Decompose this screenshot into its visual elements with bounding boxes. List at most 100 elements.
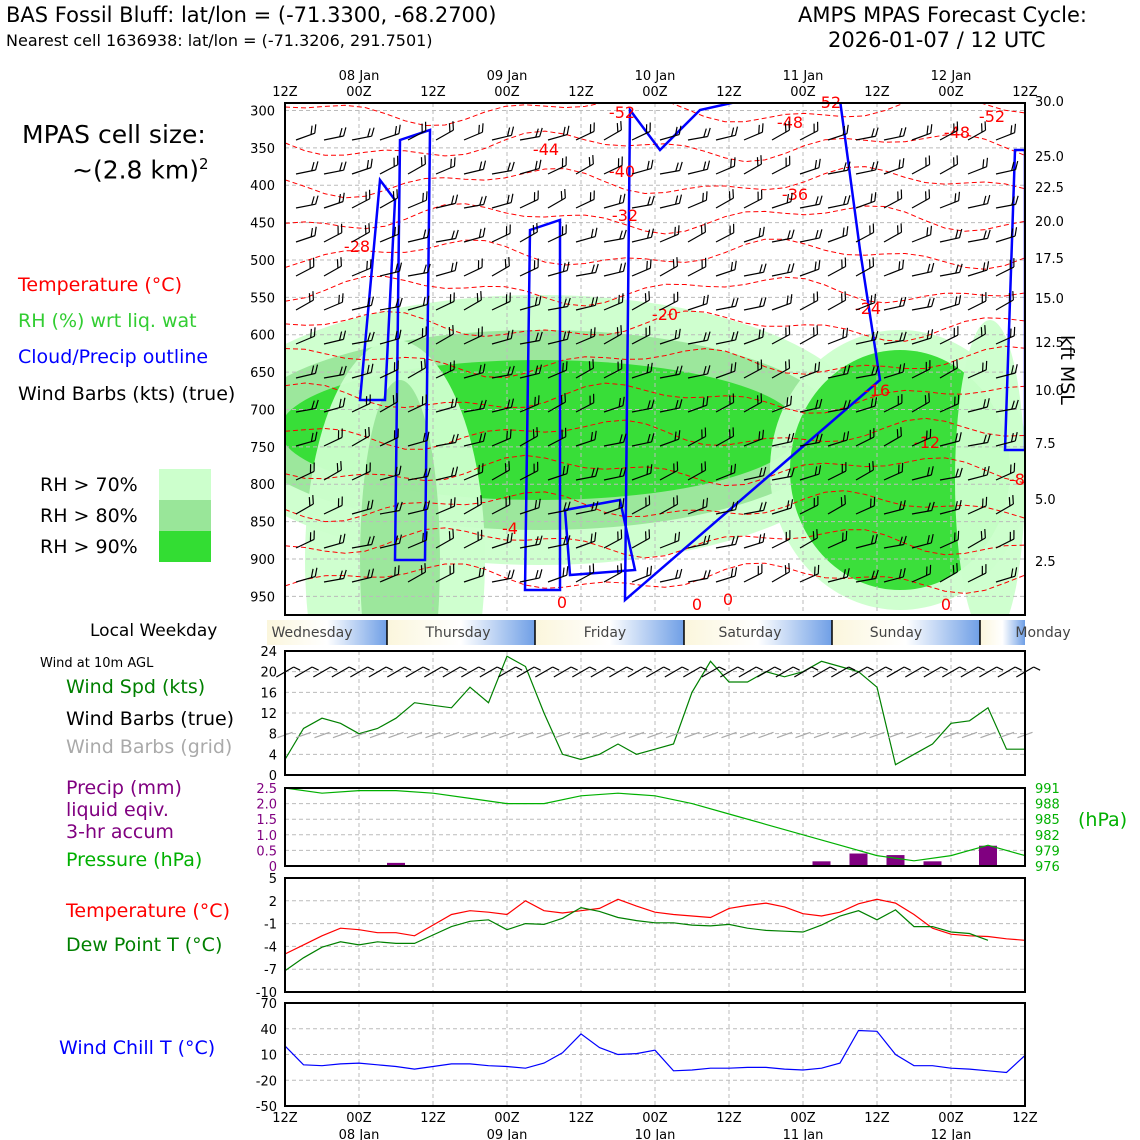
wind-barb bbox=[743, 328, 765, 345]
wind-barb-flag bbox=[477, 328, 480, 338]
surface-barb-flag bbox=[940, 666, 948, 671]
wind-barb-staff bbox=[407, 163, 426, 175]
surface-barb-true bbox=[461, 666, 486, 678]
wind-barb-flag bbox=[819, 433, 823, 443]
wind-barb bbox=[659, 291, 679, 311]
surface-barb-grid bbox=[406, 731, 423, 739]
wind-barb bbox=[771, 325, 791, 345]
bottom-time-tick: 00Z bbox=[494, 1111, 520, 1126]
precip-tick-label: 2.5 bbox=[256, 782, 277, 797]
wind-barb-staff bbox=[323, 265, 342, 277]
wind-barb bbox=[799, 325, 819, 345]
wind-barb-flag bbox=[506, 330, 510, 340]
wind-barb-flag bbox=[482, 160, 487, 170]
surface-barb-staff bbox=[609, 666, 627, 678]
wind-barb-flag bbox=[476, 293, 479, 303]
wind-barb-flag bbox=[452, 529, 454, 539]
wind-barb bbox=[687, 331, 711, 345]
wind-barb bbox=[827, 226, 849, 243]
wind-barb-flag bbox=[646, 567, 649, 577]
wind-barb-flag bbox=[397, 225, 400, 235]
wind-barb-flag bbox=[426, 295, 430, 305]
weekday-label: Wednesday bbox=[271, 625, 352, 641]
wind-barb-flag bbox=[339, 366, 343, 376]
wind-barb-staff bbox=[575, 271, 596, 277]
wind-barb-flag bbox=[537, 258, 539, 268]
wind-barb bbox=[659, 495, 679, 515]
wind-barb-flag bbox=[1010, 568, 1014, 578]
wind-barb-flag bbox=[369, 462, 371, 472]
surface-barb-grid bbox=[758, 731, 774, 739]
surface-barb-staff bbox=[775, 666, 794, 678]
wind-barb-flag bbox=[786, 397, 789, 407]
surface-barb-staff bbox=[387, 666, 405, 678]
wind-barb-flag bbox=[533, 192, 536, 202]
wind-barb bbox=[715, 362, 737, 379]
wind-barb-flag bbox=[1015, 399, 1019, 409]
wind-tick-label: 16 bbox=[260, 686, 277, 701]
wind-barb bbox=[939, 394, 960, 413]
wind-barb-flag bbox=[564, 393, 566, 403]
wind-barb-staff bbox=[715, 543, 736, 549]
wind-barb-flag bbox=[649, 259, 652, 269]
surface-barb-staff bbox=[443, 731, 460, 739]
wind-barb-staff bbox=[379, 164, 399, 175]
wind-barb-flag bbox=[730, 127, 735, 137]
wind-barb-flag bbox=[762, 226, 765, 236]
wind-barb-staff bbox=[995, 132, 1015, 141]
wind-barb-flag bbox=[672, 259, 675, 269]
surface-barb-grid bbox=[684, 731, 700, 739]
wind-barb-flag bbox=[534, 499, 538, 510]
wind-barb-flag bbox=[872, 223, 875, 233]
wind-barb bbox=[911, 329, 934, 345]
wind-barb bbox=[407, 191, 428, 209]
wind-barb-flag bbox=[674, 195, 679, 205]
wind-barb-flag bbox=[818, 465, 822, 475]
wind-barb-staff bbox=[379, 233, 399, 243]
wind-barb-flag bbox=[590, 328, 592, 338]
wind-barb-flag bbox=[648, 495, 651, 505]
wind-barb-flag bbox=[338, 193, 342, 203]
wind-barb-flag bbox=[928, 155, 931, 165]
wind-barb-flag bbox=[842, 432, 846, 442]
wind-barb-staff bbox=[967, 203, 988, 209]
wind-barb-flag bbox=[702, 295, 706, 306]
wind-barb-flag bbox=[482, 566, 485, 576]
temp-contour-label: 0 bbox=[723, 590, 733, 609]
surface-barb-true bbox=[812, 666, 837, 678]
wind-barb-flag bbox=[590, 431, 594, 442]
precip-panel-frame bbox=[284, 787, 1026, 867]
wind-barb-staff bbox=[407, 199, 427, 209]
wind-barb-flag bbox=[448, 531, 451, 541]
wind-barb bbox=[687, 127, 711, 141]
top-time-tick: 00Z bbox=[790, 85, 816, 100]
wind-barb-flag bbox=[336, 259, 339, 269]
wind-barb-staff bbox=[911, 305, 932, 311]
surface-barb-grid bbox=[462, 731, 478, 739]
wind-barb-flag bbox=[479, 400, 483, 410]
temp-contour-label: -4 bbox=[502, 519, 518, 538]
wind-barb-flag bbox=[704, 223, 706, 233]
wind-barb bbox=[491, 429, 512, 447]
wind-barb-flag bbox=[763, 297, 767, 307]
surface-barb-true bbox=[794, 666, 819, 678]
wind-barb bbox=[771, 121, 790, 141]
wind-barb-flag bbox=[674, 431, 677, 441]
wind-barb-flag bbox=[449, 565, 451, 575]
wind-barb bbox=[491, 495, 511, 515]
wind-barb bbox=[911, 564, 932, 583]
wind-barb-flag bbox=[421, 123, 423, 133]
wind-barb-flag bbox=[340, 461, 342, 471]
wind-barb-flag bbox=[504, 259, 507, 269]
wind-barb-flag bbox=[623, 229, 627, 239]
wind-barb-flag bbox=[757, 565, 759, 575]
wind-barb bbox=[295, 431, 318, 447]
wind-barb-flag bbox=[818, 398, 823, 408]
wind-barb-flag bbox=[338, 534, 342, 544]
surface-barb-flag bbox=[293, 666, 301, 671]
wind-barb bbox=[547, 393, 566, 413]
wind-barb-flag bbox=[595, 263, 599, 273]
wind-barb-flag bbox=[563, 298, 567, 308]
wind-barb bbox=[519, 258, 539, 277]
surface-barb-staff bbox=[462, 731, 478, 739]
